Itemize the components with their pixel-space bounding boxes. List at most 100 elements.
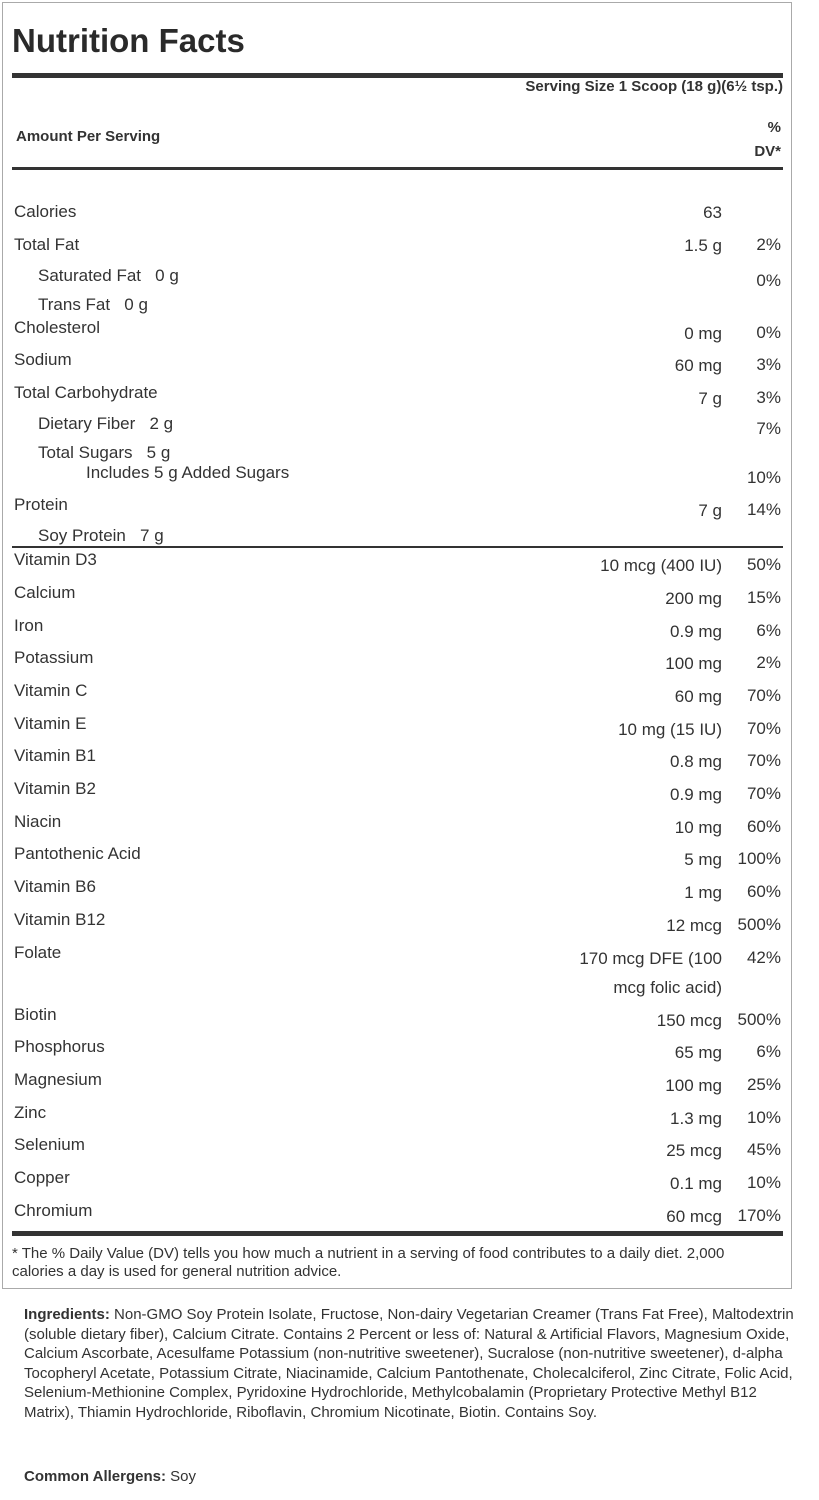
- nutrient-dv: 25%: [746, 1075, 781, 1094]
- nutrient-dv: 3%: [756, 388, 781, 407]
- nutrient-label: Phosphorus: [14, 1037, 105, 1056]
- nutrient-label: Niacin: [14, 812, 62, 831]
- nutrient-label: Vitamin C: [14, 681, 88, 700]
- nutrient-amount: 7 g: [698, 389, 722, 408]
- page-title: Nutrition Facts: [12, 22, 245, 59]
- nutrient-amount: 0.8 mg: [670, 752, 722, 771]
- nutrient-amount: 1 mg: [684, 883, 722, 902]
- nutrient-dv: 3%: [756, 355, 781, 374]
- nutrient-amount: 5 mg: [684, 850, 722, 869]
- nutrient-label: Dietary Fiber 2 g: [38, 414, 174, 433]
- nutrient-amount: 10 mg: [674, 818, 722, 837]
- nutrient-label: Vitamin D3: [14, 550, 97, 569]
- allergens-label: Common Allergens:: [24, 1468, 166, 1485]
- nutrient-dv: 500%: [737, 915, 781, 934]
- serving-size: Serving Size 1 Scoop (18 g)(6½ tsp.): [525, 78, 783, 95]
- nutrient-label: Cholesterol: [14, 318, 100, 337]
- nutrient-amount: 0.9 mg: [670, 622, 722, 641]
- nutrient-label: Vitamin B2: [14, 779, 96, 798]
- nutrient-dv: 2%: [756, 235, 781, 254]
- nutrient-amount: 0 mg: [684, 324, 722, 343]
- nutrient-label: Total Sugars 5 g: [38, 443, 171, 462]
- nutrient-label: Iron: [14, 616, 44, 635]
- nutrient-amount: 100 mg: [665, 654, 722, 673]
- nutrient-label: Sodium: [14, 350, 72, 369]
- nutrient-amount: 0.9 mg: [670, 785, 722, 804]
- nutrient-label: Potassium: [14, 648, 94, 667]
- dv-footnote: * The % Daily Value (DV) tells you how m…: [12, 1245, 725, 1280]
- nutrient-dv: 70%: [746, 784, 781, 803]
- nutrient-amount: 1.5 g: [684, 236, 722, 255]
- nutrient-label: Calories: [14, 202, 77, 221]
- nutrient-amount: 10 mg (15 IU): [618, 720, 722, 739]
- amount-per-serving-header: Amount Per Serving: [16, 128, 161, 145]
- nutrient-dv: 10%: [746, 468, 781, 487]
- nutrient-label: Protein: [14, 495, 68, 514]
- ingredients-text: Non-GMO Soy Protein Isolate, Fructose, N…: [24, 1306, 794, 1421]
- nutrient-amount: 200 mg: [665, 589, 722, 608]
- nutrient-dv: 70%: [746, 719, 781, 738]
- divider-bottom: [12, 1231, 783, 1236]
- nutrient-amount: 63: [703, 203, 722, 222]
- nutrient-label: Vitamin E: [14, 714, 87, 733]
- nutrition-facts-panel: [2, 2, 792, 1289]
- nutrient-dv: 500%: [737, 1010, 781, 1029]
- nutrient-amount: 25 mcg: [666, 1141, 722, 1160]
- nutrient-dv: 60%: [746, 817, 781, 836]
- nutrient-dv: 42%: [746, 948, 781, 967]
- nutrient-amount: 60 mcg: [666, 1207, 722, 1226]
- allergens: Common Allergens: Soy: [24, 1468, 196, 1485]
- nutrient-label: Vitamin B1: [14, 746, 96, 765]
- nutrient-amount: 65 mg: [674, 1043, 722, 1062]
- nutrient-dv: 15%: [746, 588, 781, 607]
- nutrient-amount: 150 mcg: [656, 1011, 722, 1030]
- nutrient-dv: 0%: [756, 323, 781, 342]
- divider-vitamins: [12, 546, 783, 548]
- nutrient-dv: 70%: [746, 751, 781, 770]
- nutrient-label: Folate: [14, 943, 62, 962]
- nutrient-label: Saturated Fat 0 g: [38, 266, 179, 285]
- allergens-text: Soy: [170, 1468, 196, 1485]
- nutrient-label: Chromium: [14, 1201, 93, 1220]
- nutrient-dv: 60%: [746, 882, 781, 901]
- ingredients-label: Ingredients:: [24, 1306, 110, 1323]
- ingredients: Ingredients: Non-GMO Soy Protein Isolate…: [24, 1305, 794, 1422]
- nutrient-amount: 0.1 mg: [670, 1174, 722, 1193]
- nutrient-label: Selenium: [14, 1135, 85, 1154]
- nutrient-label: Soy Protein 7 g: [38, 526, 164, 545]
- nutrient-label: Calcium: [14, 583, 76, 602]
- dv-header-percent: %: [767, 119, 781, 136]
- divider-header: [12, 167, 783, 170]
- nutrient-label: Copper: [14, 1168, 70, 1187]
- nutrient-amount: 7 g: [698, 501, 722, 520]
- nutrient-dv: 10%: [746, 1173, 781, 1192]
- nutrient-amount: 100 mg: [665, 1076, 722, 1095]
- nutrient-label: Zinc: [14, 1103, 47, 1122]
- nutrient-dv: 50%: [746, 555, 781, 574]
- nutrient-label: Vitamin B12: [14, 910, 106, 929]
- nutrient-dv: 7%: [756, 419, 781, 438]
- nutrient-dv: 0%: [756, 271, 781, 290]
- nutrient-dv: 2%: [756, 653, 781, 672]
- nutrient-label: Total Carbohydrate: [14, 383, 158, 402]
- nutrient-label: Includes 5 g Added Sugars: [86, 463, 290, 482]
- nutrient-dv: 100%: [737, 849, 781, 868]
- nutrient-label: Biotin: [14, 1005, 57, 1024]
- nutrient-amount: 10 mcg (400 IU): [600, 556, 722, 575]
- nutrient-label: Pantothenic Acid: [14, 844, 141, 863]
- nutrient-dv: 10%: [746, 1108, 781, 1127]
- nutrient-label: Trans Fat 0 g: [38, 295, 148, 314]
- nutrient-label: Magnesium: [14, 1070, 102, 1089]
- nutrient-dv: 6%: [756, 1042, 781, 1061]
- nutrient-amount: 60 mg: [674, 356, 722, 375]
- dv-header: % DV*: [754, 116, 781, 164]
- nutrient-dv: 45%: [746, 1140, 781, 1159]
- nutrient-label: Total Fat: [14, 235, 80, 254]
- nutrient-label: Vitamin B6: [14, 877, 96, 896]
- divider-thick: [12, 73, 783, 78]
- nutrient-amount: 170 mcg DFE (100 mcg folic acid): [579, 949, 722, 997]
- nutrient-dv: 14%: [746, 500, 781, 519]
- dv-header-dv: DV*: [754, 143, 781, 160]
- nutrient-amount: 60 mg: [674, 687, 722, 706]
